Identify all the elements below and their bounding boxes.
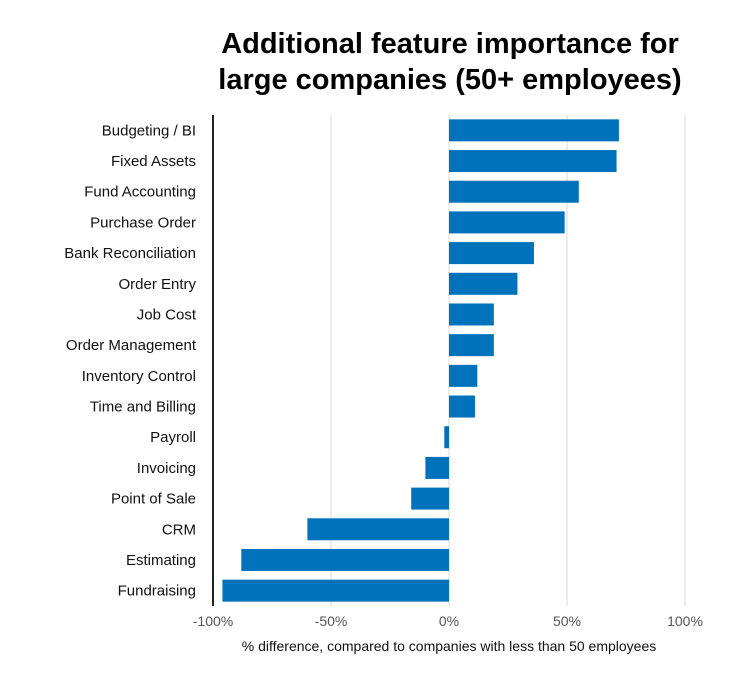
category-label: Fixed Assets (111, 153, 196, 170)
bar (411, 487, 449, 510)
category-label: Fund Accounting (84, 184, 196, 201)
category-label: CRM (162, 521, 196, 538)
x-tick-label: -100% (193, 613, 233, 629)
chart-title-line-1: Additional feature importance for (221, 28, 679, 60)
category-label: Point of Sale (111, 491, 196, 508)
x-tick-label: -50% (315, 613, 348, 629)
category-label: Inventory Control (82, 368, 196, 385)
category-label: Fundraising (118, 583, 196, 600)
bar (449, 334, 494, 357)
chart-title-line-2: large companies (50+ employees) (218, 64, 682, 96)
bar (444, 426, 449, 449)
category-label: Estimating (126, 552, 196, 569)
bar (449, 211, 565, 234)
x-tick-label: 0% (439, 613, 459, 629)
category-label: Budgeting / BI (102, 122, 196, 139)
bar (449, 150, 617, 173)
bar (307, 518, 449, 541)
bar (449, 272, 518, 295)
x-tick-label: 100% (667, 613, 703, 629)
bar (425, 456, 449, 479)
category-label: Payroll (150, 429, 196, 446)
x-axis-label: % difference, compared to companies with… (242, 638, 657, 654)
category-label: Invoicing (137, 460, 196, 477)
category-label: Time and Billing (90, 399, 196, 416)
bar (241, 548, 449, 571)
bar (222, 579, 449, 602)
category-label: Order Entry (118, 276, 196, 293)
bar (449, 180, 579, 203)
category-label: Purchase Order (90, 214, 196, 231)
category-label: Order Management (66, 337, 197, 354)
chart-title: Additional feature importance for large … (150, 26, 750, 98)
bar (449, 242, 534, 265)
bar (449, 395, 475, 418)
bar (449, 364, 478, 387)
bar (449, 119, 619, 142)
category-label: Job Cost (137, 306, 197, 323)
x-tick-label: 50% (553, 613, 581, 629)
bar (449, 303, 494, 326)
category-label: Bank Reconciliation (64, 245, 196, 262)
